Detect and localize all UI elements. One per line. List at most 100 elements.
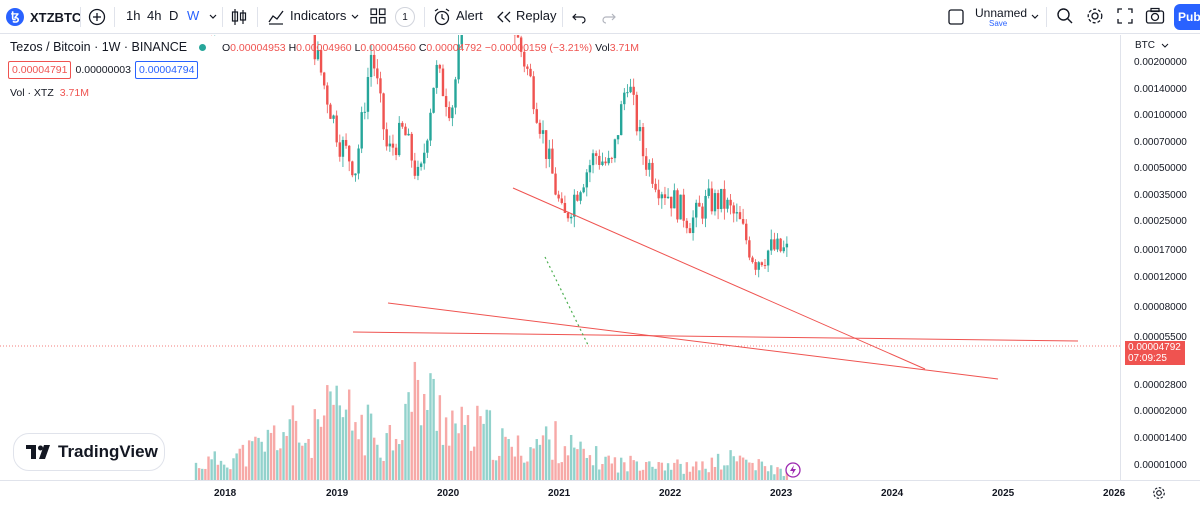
timeframe-1h[interactable]: 1h bbox=[126, 8, 141, 23]
candle-body bbox=[670, 196, 673, 209]
candle-body bbox=[438, 64, 442, 69]
candle-body bbox=[766, 250, 770, 266]
candle-body bbox=[579, 192, 582, 201]
indicators-icon[interactable] bbox=[267, 8, 285, 26]
volume-bar bbox=[251, 441, 254, 480]
sell-price-box[interactable]: 0.00004791 bbox=[8, 61, 72, 79]
volume-bar bbox=[510, 446, 513, 480]
volume-legend[interactable]: Vol · XTZ 3.71M bbox=[10, 87, 89, 99]
price-axis-tick: 0.00008000 bbox=[1134, 302, 1187, 313]
candle-body bbox=[607, 157, 610, 164]
layout-name[interactable]: Unnamed bbox=[975, 6, 1028, 20]
price-axis-tick: 0.00017000 bbox=[1134, 245, 1187, 256]
candle-body bbox=[529, 68, 532, 77]
volume-bar bbox=[726, 465, 729, 480]
volume-bar bbox=[713, 466, 717, 480]
timeframe-d[interactable]: D bbox=[169, 8, 179, 23]
volume-bar bbox=[666, 463, 670, 480]
undo-icon[interactable] bbox=[571, 9, 587, 25]
timeframe-4h[interactable]: 4h bbox=[147, 8, 162, 23]
compare-add-icon[interactable] bbox=[88, 8, 106, 26]
candle-body bbox=[782, 247, 785, 252]
candle-body bbox=[435, 64, 438, 88]
time-axis[interactable] bbox=[0, 480, 1200, 505]
volume-bar bbox=[773, 474, 776, 480]
candle-body bbox=[379, 78, 382, 94]
publish-button[interactable]: Pub bbox=[1174, 4, 1200, 30]
volume-bar bbox=[588, 455, 592, 480]
volume-bar bbox=[238, 448, 241, 480]
candle-body bbox=[663, 194, 667, 199]
candle-body bbox=[695, 202, 698, 218]
symbol-search[interactable]: XTZBTC bbox=[6, 4, 81, 30]
price-axis-tick: 0.00002000 bbox=[1134, 406, 1187, 417]
candle-body bbox=[360, 112, 363, 149]
search-icon[interactable] bbox=[1056, 7, 1074, 25]
volume-bar bbox=[316, 419, 320, 480]
candle-body bbox=[329, 104, 332, 119]
volume-bar bbox=[204, 468, 207, 480]
alarm-clock-icon[interactable] bbox=[433, 7, 451, 27]
gear-icon[interactable] bbox=[1086, 7, 1104, 25]
camera-icon[interactable] bbox=[1145, 7, 1165, 25]
price-axis[interactable]: BTC bbox=[1120, 35, 1200, 480]
tradingview-wordmark: TradingView bbox=[58, 442, 158, 461]
volume-bar bbox=[670, 469, 673, 480]
candle-body bbox=[610, 157, 613, 159]
chart-settings-gear-icon[interactable] bbox=[1152, 486, 1166, 500]
separator bbox=[80, 7, 81, 27]
volume-bar bbox=[663, 470, 667, 480]
volume-bar bbox=[691, 466, 695, 480]
volume-bar bbox=[723, 465, 726, 480]
alert-button[interactable]: Alert bbox=[456, 8, 483, 23]
volume-bar bbox=[735, 461, 739, 480]
candle-body bbox=[373, 54, 376, 69]
candle-body bbox=[619, 104, 623, 136]
candle-body bbox=[326, 85, 329, 105]
templates-grid-icon[interactable] bbox=[370, 8, 386, 24]
templates-count-badge[interactable]: 1 bbox=[395, 7, 415, 27]
ohlc-open-label: O bbox=[222, 42, 231, 54]
volume-bar bbox=[573, 447, 576, 480]
candle-body bbox=[444, 96, 448, 108]
time-axis-tick: 2024 bbox=[881, 488, 904, 499]
volume-bar bbox=[454, 423, 457, 480]
candle-body bbox=[322, 72, 326, 86]
volume-bar bbox=[294, 420, 298, 480]
chevron-down-icon[interactable] bbox=[208, 12, 218, 22]
chevron-down-icon[interactable] bbox=[1030, 12, 1040, 22]
candle-body bbox=[735, 212, 739, 214]
volume-bar bbox=[582, 448, 585, 480]
price-chart[interactable] bbox=[0, 35, 1120, 480]
candle-body bbox=[601, 161, 604, 165]
candle-body bbox=[657, 189, 660, 199]
fullscreen-icon[interactable] bbox=[1116, 7, 1134, 25]
ohlc-vol-label: Vol bbox=[595, 42, 610, 54]
lightning-event-icon[interactable] bbox=[785, 462, 801, 478]
volume-bar bbox=[776, 467, 779, 480]
volume-bar bbox=[226, 467, 229, 480]
chart-title[interactable]: Tezos / Bitcoin · 1W · BINANCE bbox=[10, 40, 188, 54]
layout-checkbox-icon[interactable] bbox=[948, 9, 964, 25]
volume-bar bbox=[488, 410, 492, 480]
volume-bar bbox=[569, 434, 573, 480]
redo-icon[interactable] bbox=[601, 9, 617, 25]
currency-selector[interactable]: BTC bbox=[1135, 40, 1155, 51]
candle-body bbox=[391, 143, 395, 148]
replay-button[interactable]: Replay bbox=[516, 8, 557, 23]
replay-rewind-icon[interactable] bbox=[496, 10, 512, 24]
chevron-down-icon[interactable] bbox=[1161, 43, 1169, 49]
candle-body bbox=[720, 188, 723, 210]
buy-price-box[interactable]: 0.00004794 bbox=[134, 61, 199, 79]
volume-bar bbox=[598, 469, 601, 480]
timeframe-w[interactable]: W bbox=[187, 8, 200, 23]
volume-bar bbox=[197, 468, 201, 480]
candle-body bbox=[451, 107, 454, 119]
candle-body bbox=[338, 142, 342, 157]
chart-legend: Tezos / Bitcoin · 1W · BINANCE bbox=[10, 40, 207, 54]
chevron-down-icon[interactable] bbox=[350, 12, 360, 22]
layout-save-status[interactable]: Save bbox=[989, 19, 1008, 28]
tradingview-logo[interactable]: TradingView bbox=[13, 433, 165, 471]
indicators-button[interactable]: Indicators bbox=[290, 8, 347, 23]
candles-icon[interactable] bbox=[230, 7, 248, 27]
